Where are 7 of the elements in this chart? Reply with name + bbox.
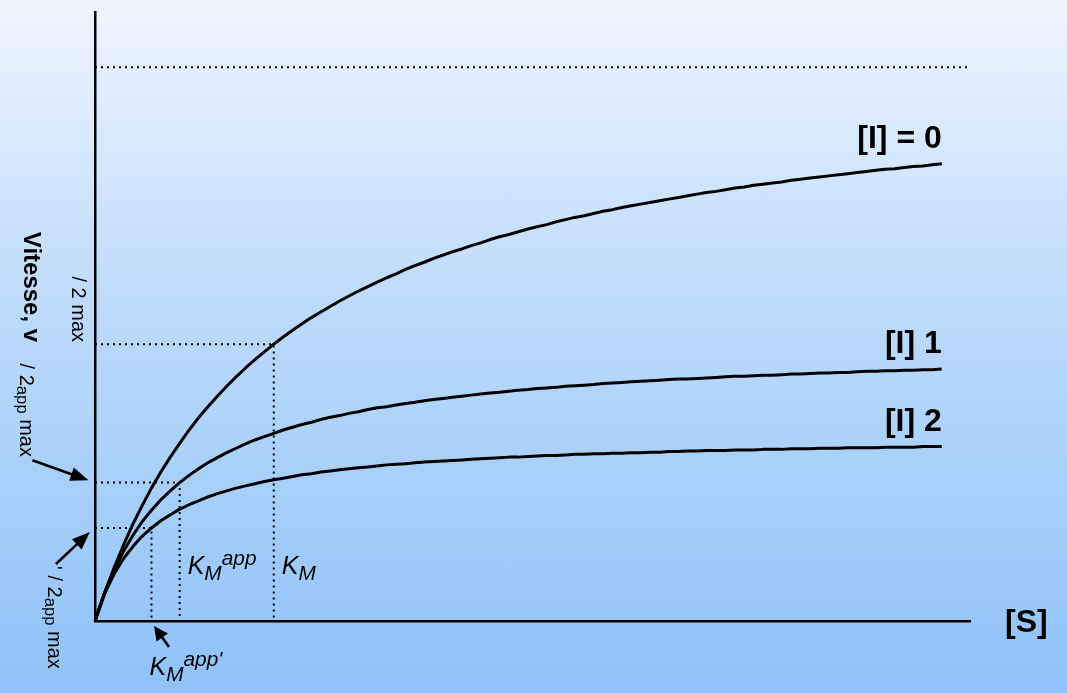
text: / 2 max <box>67 276 91 343</box>
series-label: [I] 2 <box>884 401 942 439</box>
series-label: K$_{M}$ <box>281 551 316 585</box>
series-label: [I] = 0 <box>857 118 942 156</box>
x-axis-title: [S] <box>1005 602 1048 640</box>
y-axis-title: Vitesse, v <box>18 231 46 342</box>
series-label: [I] 1 <box>884 324 942 362</box>
